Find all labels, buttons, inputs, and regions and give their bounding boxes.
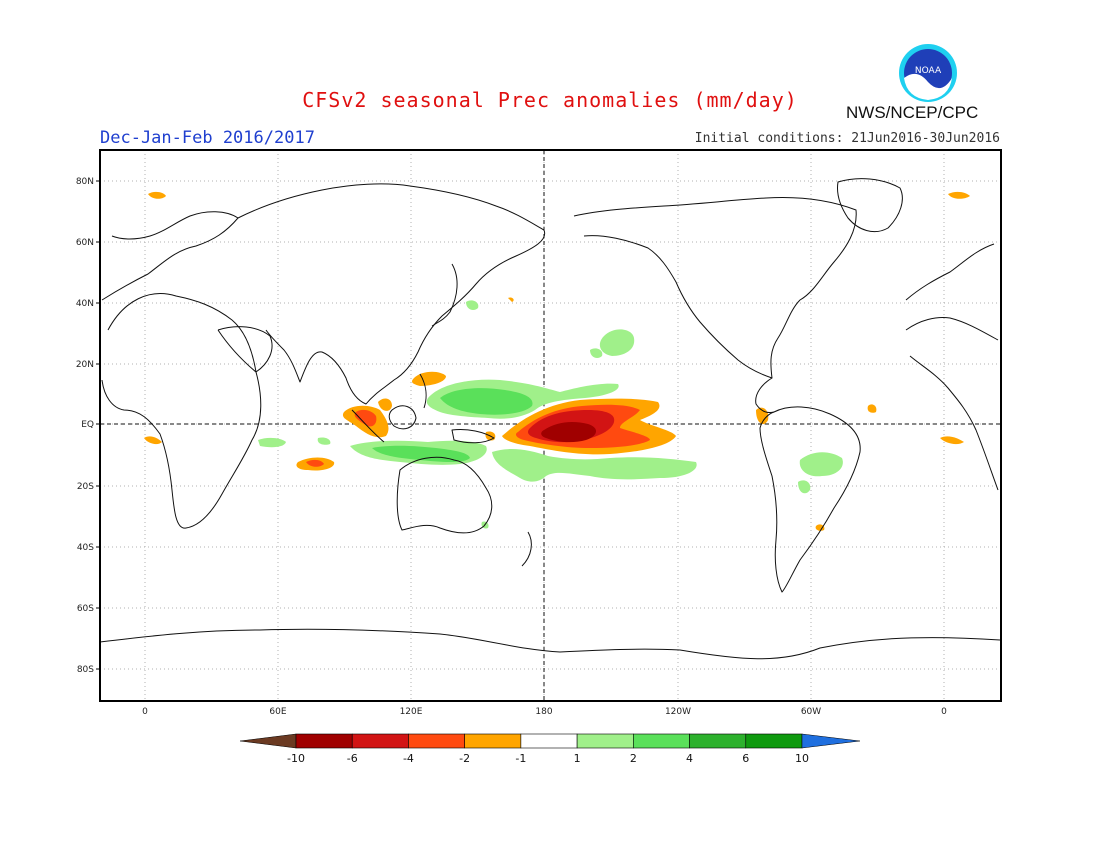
dry-anomaly-cpac-core	[541, 422, 597, 443]
coast-arabia	[217, 326, 273, 373]
wet-anomaly-brazil	[799, 452, 843, 477]
lat-label: 20S	[77, 482, 94, 492]
colorbar-cell	[408, 733, 465, 749]
coast-africa-right2	[909, 355, 999, 491]
dry-anomaly-indochina-core	[354, 409, 377, 427]
wet-anomaly-io2	[317, 437, 331, 445]
lat-label: 20N	[76, 360, 94, 370]
colorbar-tick-label: 1	[574, 752, 581, 765]
colorbar-cell	[689, 733, 747, 749]
lat-label: 60S	[77, 604, 94, 614]
logo-text: NOAA	[915, 66, 942, 76]
dry-anomaly-borneo	[378, 398, 392, 411]
coast-borneo	[388, 405, 417, 430]
colorbar-left-arrow	[239, 733, 297, 749]
wet-anomaly-spcz	[492, 449, 697, 482]
coast-newguinea	[451, 429, 495, 444]
colorbar-cell	[745, 733, 803, 749]
coast-philippines	[419, 373, 427, 409]
wet-anomaly-japan	[466, 300, 479, 310]
lon-label: 120E	[400, 707, 423, 717]
colorbar-tick-label: -2	[459, 752, 470, 765]
lon-label: 120W	[665, 707, 691, 717]
lon-label: 60E	[269, 707, 286, 717]
wet-anomaly-wpac-core	[440, 388, 533, 415]
lat-label: 40N	[76, 299, 94, 309]
dry-anomaly-africa-e2	[940, 436, 964, 445]
dry-anomaly-greenland2	[948, 191, 970, 199]
lon-label: 180	[535, 707, 552, 717]
colorbar-tick-label: 4	[686, 752, 693, 765]
coast-central-america	[755, 377, 775, 413]
season-label: Dec-Jan-Feb 2016/2017	[100, 128, 315, 148]
colorbar-tick-label: -4	[403, 752, 414, 765]
colorbar-tick-label: -1	[515, 752, 526, 765]
precip-anomaly-fields	[144, 191, 970, 531]
coast-south-america	[759, 406, 861, 593]
colorbar-cell	[295, 733, 353, 749]
colorbar-right-arrow	[801, 733, 861, 749]
dry-anomaly-uruguay	[815, 524, 825, 531]
noaa-logo: NOAA	[899, 44, 957, 102]
dry-anomaly-caribbean	[867, 404, 877, 413]
latitude-labels: 80N 60N 40N 20N EQ 20S 40S 60S 80S	[76, 177, 100, 675]
wet-anomaly-npac	[599, 329, 635, 356]
coast-sumatra	[351, 409, 385, 443]
coast-greenland	[837, 178, 903, 233]
coast-antarctica	[101, 628, 1000, 660]
dry-anomaly-north-pac	[508, 297, 514, 302]
coast-africa	[101, 293, 262, 529]
colorbar-cell	[576, 733, 634, 749]
coast-australia	[396, 456, 493, 534]
dry-anomaly-greenland	[148, 191, 166, 199]
colorbar-tick-label: 10	[795, 752, 809, 765]
coast-asia	[237, 183, 546, 405]
lat-label: 60N	[76, 238, 94, 248]
lat-label: 80S	[77, 665, 94, 675]
chart-title: CFSv2 seasonal Prec anomalies (mm/day)	[302, 88, 798, 112]
coast-newzealand	[521, 531, 532, 567]
colorbar-tick-label: -6	[347, 752, 358, 765]
initial-conditions-label: Initial conditions: 21Jun2016-30Jun2016	[694, 131, 1000, 146]
agency-label: NWS/NCEP/CPC	[846, 103, 979, 122]
coast-europe-right	[905, 243, 995, 301]
colorbar: -10 -6 -4 -2 -1 1 2 4 6 10	[239, 733, 861, 765]
lon-label: 0	[142, 707, 148, 717]
dry-anomaly-indian-ocean-core	[306, 459, 324, 467]
colorbar-cell	[633, 733, 690, 749]
lat-label: 40S	[77, 543, 94, 553]
wet-anomaly-io	[258, 437, 286, 448]
lat-label: 80N	[76, 177, 94, 187]
coast-north-america	[573, 197, 857, 379]
colorbar-cell	[520, 733, 578, 749]
colorbar-cell	[351, 733, 409, 749]
colorbar-tick-label: 6	[742, 752, 749, 765]
coast-africa-right	[905, 317, 999, 341]
coast-japan	[431, 263, 458, 327]
wet-anomaly-npac2	[590, 348, 603, 358]
lon-label: 60W	[801, 707, 821, 717]
longitude-labels: 0 60E 120E 180 120W 60W 0	[142, 707, 947, 717]
colorbar-tick-label: 2	[630, 752, 637, 765]
coastlines	[101, 178, 1000, 660]
colorbar-cell	[464, 733, 522, 749]
colorbar-tick-label: -10	[287, 752, 305, 765]
lon-label: 0	[941, 707, 947, 717]
lat-label: EQ	[81, 420, 94, 430]
dry-anomaly-africa-e	[144, 436, 162, 445]
wet-anomaly-brazil2	[798, 480, 811, 494]
